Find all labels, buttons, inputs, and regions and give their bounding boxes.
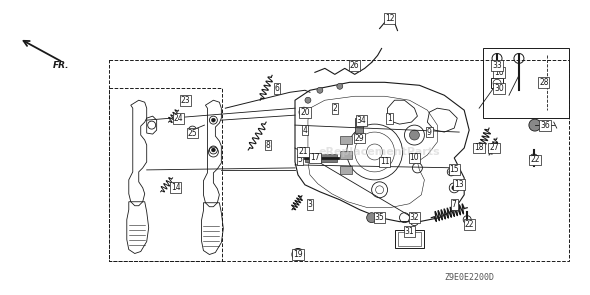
- Circle shape: [317, 87, 323, 93]
- Text: 19: 19: [293, 250, 303, 259]
- Bar: [491, 78, 503, 88]
- Text: 30: 30: [494, 84, 504, 93]
- Text: 6: 6: [275, 84, 280, 93]
- Circle shape: [449, 170, 453, 174]
- Text: 1: 1: [387, 114, 392, 123]
- Text: 26: 26: [350, 61, 359, 70]
- Text: Z9E0E2200D: Z9E0E2200D: [444, 273, 494, 282]
- Text: 17: 17: [310, 153, 320, 163]
- Text: 2: 2: [332, 104, 337, 113]
- Bar: [109, 60, 569, 261]
- Text: 11: 11: [380, 158, 389, 166]
- Circle shape: [211, 148, 215, 152]
- Circle shape: [299, 107, 309, 117]
- Text: 8: 8: [266, 140, 270, 150]
- Bar: [398, 232, 421, 245]
- Text: 3: 3: [307, 200, 312, 209]
- Circle shape: [295, 252, 301, 258]
- Bar: [340, 166, 352, 174]
- Text: 4: 4: [303, 126, 307, 135]
- Bar: [109, 88, 222, 261]
- Text: 10: 10: [409, 153, 419, 163]
- Text: 21: 21: [298, 148, 308, 156]
- Text: 16: 16: [494, 68, 504, 77]
- Bar: [395, 230, 424, 248]
- Text: 5: 5: [297, 155, 303, 164]
- Text: 35: 35: [375, 213, 385, 222]
- Text: 34: 34: [357, 116, 366, 124]
- Text: 27: 27: [489, 143, 499, 153]
- Text: 22: 22: [464, 220, 474, 229]
- Circle shape: [409, 130, 419, 140]
- Text: 13: 13: [454, 180, 464, 189]
- Text: 31: 31: [405, 227, 414, 236]
- Bar: [305, 154, 337, 162]
- Bar: [483, 48, 569, 118]
- Text: 20: 20: [300, 108, 310, 117]
- Circle shape: [453, 186, 456, 190]
- Text: 33: 33: [492, 61, 502, 70]
- Bar: [340, 136, 352, 144]
- Text: 18: 18: [474, 143, 484, 153]
- Bar: [355, 118, 363, 134]
- Text: 23: 23: [181, 96, 191, 105]
- Text: 22: 22: [530, 155, 540, 164]
- Text: 25: 25: [188, 129, 197, 137]
- Circle shape: [211, 118, 215, 122]
- Text: 12: 12: [385, 14, 394, 23]
- Text: 29: 29: [355, 134, 365, 142]
- Bar: [340, 151, 352, 159]
- Circle shape: [337, 83, 343, 89]
- Text: 14: 14: [171, 183, 181, 192]
- Text: 7: 7: [452, 200, 457, 209]
- Text: 36: 36: [540, 121, 550, 130]
- Text: eReplacementParts: eReplacementParts: [319, 147, 440, 157]
- Circle shape: [529, 119, 541, 131]
- Circle shape: [366, 213, 376, 223]
- Text: 15: 15: [450, 165, 459, 174]
- Text: 9: 9: [427, 127, 432, 137]
- Text: 24: 24: [173, 114, 183, 123]
- Text: 28: 28: [539, 78, 549, 87]
- Text: 32: 32: [409, 213, 419, 222]
- Text: FR.: FR.: [53, 61, 70, 71]
- Circle shape: [305, 97, 311, 103]
